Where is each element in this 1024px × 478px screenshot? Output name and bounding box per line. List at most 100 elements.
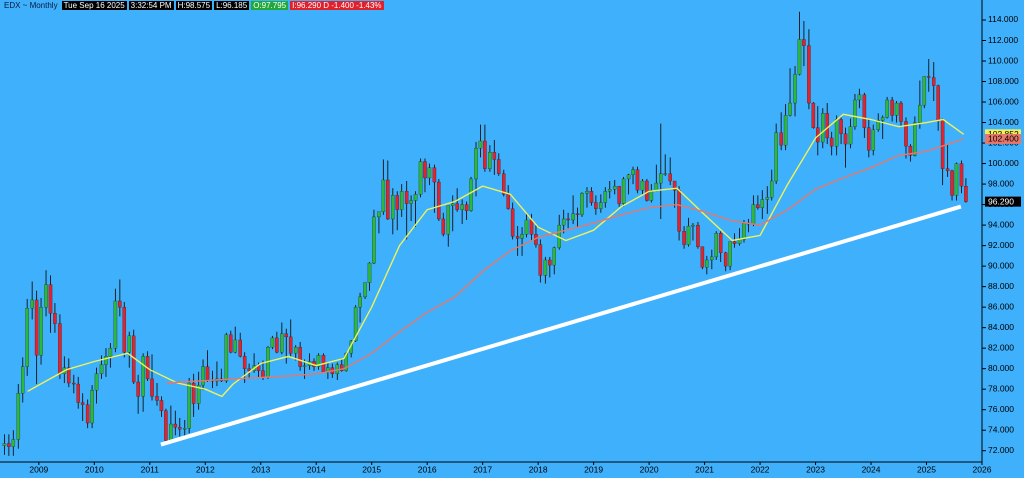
x-tick-label: 2010 [85,464,104,474]
candle-body [926,76,931,78]
x-tick-label: 2011 [141,464,160,474]
x-tick-label: 2024 [862,464,881,474]
candle-body [11,439,16,447]
candle-body [446,205,451,235]
candle-body [7,443,11,447]
candle-body [182,428,187,430]
candle-body [288,336,293,354]
candle-body [714,233,718,258]
candle-body [922,76,927,106]
y-tick-label: 90.000 [988,260,1014,270]
candle-body [594,202,598,209]
candle-body [760,199,765,208]
candle-body [404,191,409,204]
y-tick-label: 72.000 [988,445,1014,455]
candle-body [723,252,728,267]
candle-body [67,367,71,384]
candle-body [964,186,968,202]
candle-body [94,373,99,391]
candle-body [58,323,62,374]
candle-body [478,140,483,149]
candle-body [732,241,737,244]
candle-body [363,282,367,298]
candle-body [53,313,57,324]
candle-body [353,306,358,342]
candle-body [834,119,839,147]
candle-body [936,85,940,121]
candle-body [108,348,113,357]
candle-body [908,145,913,156]
candle-body [931,77,936,86]
candle-body [529,219,534,235]
candle-body [233,339,237,353]
candle-body [612,185,617,190]
y-tick-label: 112.000 [988,35,1018,45]
x-tick-label: 2017 [473,464,492,474]
candle-body [691,224,695,227]
x-tick-label: 2015 [362,464,381,474]
candle-body [575,213,580,215]
candle-body [280,333,284,353]
candle-body [515,236,520,239]
candle-body [242,356,247,369]
candle-body [340,364,344,371]
candle-body [275,337,279,353]
candle-body [155,396,159,401]
candle-body [663,173,667,175]
candle-body [261,370,265,378]
candle-body [705,259,709,268]
candle-body [316,355,321,367]
candle-body [80,402,85,405]
y-tick-label: 82.000 [988,342,1014,352]
candle-body [742,222,746,240]
candle-body [90,390,94,424]
x-tick-label: 2013 [251,464,270,474]
candle-body [432,167,437,183]
candle-body [543,259,548,276]
candle-body [423,161,427,179]
candle-body [464,204,469,211]
candle-body [247,368,251,371]
candle-body [229,334,233,353]
candle-body [169,423,173,441]
x-tick-label: 2019 [584,464,603,474]
candle-body [904,121,908,147]
candle-body [548,259,552,266]
candle-body [876,120,881,130]
x-tick-label: 2021 [695,464,714,474]
candle-body [520,234,524,239]
candle-body [455,203,459,210]
candle-body [913,122,917,156]
candle-body [589,191,594,203]
candle-body [649,190,654,201]
candle-body [599,202,603,209]
candle-body [867,127,871,151]
candle-body [460,204,464,210]
candle-body [718,233,723,253]
candle-body [640,180,645,191]
candle-body [797,39,802,75]
candle-body [381,179,386,212]
candle-body [885,99,889,118]
candle-body [807,45,811,104]
y-tick-label: 76.000 [988,404,1014,414]
candle-body [20,366,25,394]
candle-body [173,423,178,428]
moving-average-line [166,138,964,384]
y-tick-label: 108.000 [988,76,1019,86]
candle-body [44,284,48,308]
candle-body [48,284,53,314]
candle-body [113,300,118,349]
candle-body [441,218,446,235]
candle-body [700,246,705,268]
x-tick-label: 2022 [751,464,770,474]
candle-body [635,169,640,191]
candle-body [603,191,608,203]
y-tick-label: 86.000 [988,301,1014,311]
candle-body [825,113,829,139]
candle-body [779,132,783,146]
y-tick-label: 80.000 [988,363,1014,373]
candle-body [783,115,788,146]
candle-body [538,244,543,276]
